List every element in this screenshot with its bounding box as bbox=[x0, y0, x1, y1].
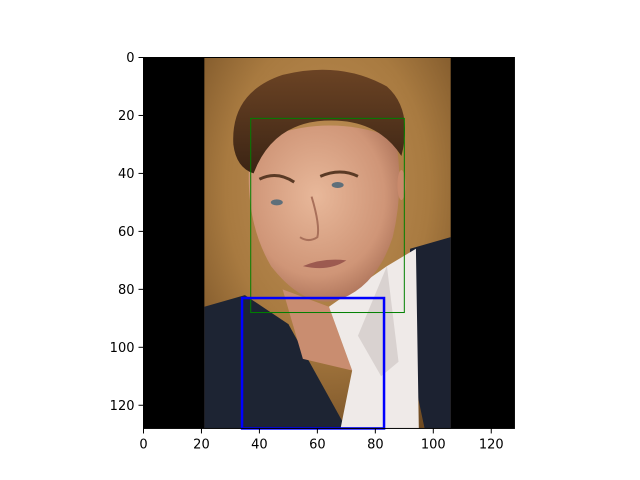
eyebrow-left bbox=[258, 174, 296, 184]
x-tick-label: 120 bbox=[479, 437, 504, 452]
x-tick-label: 40 bbox=[251, 437, 268, 452]
mouth bbox=[302, 259, 347, 269]
nose bbox=[299, 196, 320, 242]
hair bbox=[233, 69, 405, 174]
x-tick-label: 20 bbox=[193, 437, 210, 452]
eye-left bbox=[270, 199, 283, 206]
x-tick-label: 0 bbox=[139, 437, 147, 452]
bounding-box-1 bbox=[250, 117, 405, 314]
plot-area: 0 20 40 60 80 100 120 0 20 40 60 80 100 120 bbox=[110, 51, 515, 452]
y-tick-label: 60 bbox=[118, 225, 135, 240]
shirt-collar-shadow bbox=[357, 266, 399, 377]
x-tick-label: 100 bbox=[421, 437, 446, 452]
suit-left bbox=[204, 295, 347, 429]
ear bbox=[397, 170, 406, 201]
y-tick-label: 20 bbox=[118, 109, 135, 124]
axes-frame bbox=[143, 57, 515, 429]
axes-layer: 0 20 40 60 80 100 120 0 20 40 60 80 100 120 bbox=[110, 51, 515, 452]
face bbox=[248, 125, 400, 302]
portrait-photo bbox=[204, 57, 451, 429]
image-layer bbox=[143, 57, 515, 429]
y-tick-label: 120 bbox=[110, 399, 135, 414]
y-tick-label: 0 bbox=[126, 51, 134, 66]
y-tick-label: 40 bbox=[118, 167, 135, 182]
eye-right bbox=[331, 182, 344, 189]
y-tick-label: 80 bbox=[118, 283, 135, 298]
neck bbox=[282, 289, 353, 371]
y-tick-label: 100 bbox=[110, 341, 135, 356]
x-tick-label: 80 bbox=[367, 437, 384, 452]
eyebrow-right bbox=[319, 170, 359, 178]
x-tick-label: 60 bbox=[309, 437, 326, 452]
